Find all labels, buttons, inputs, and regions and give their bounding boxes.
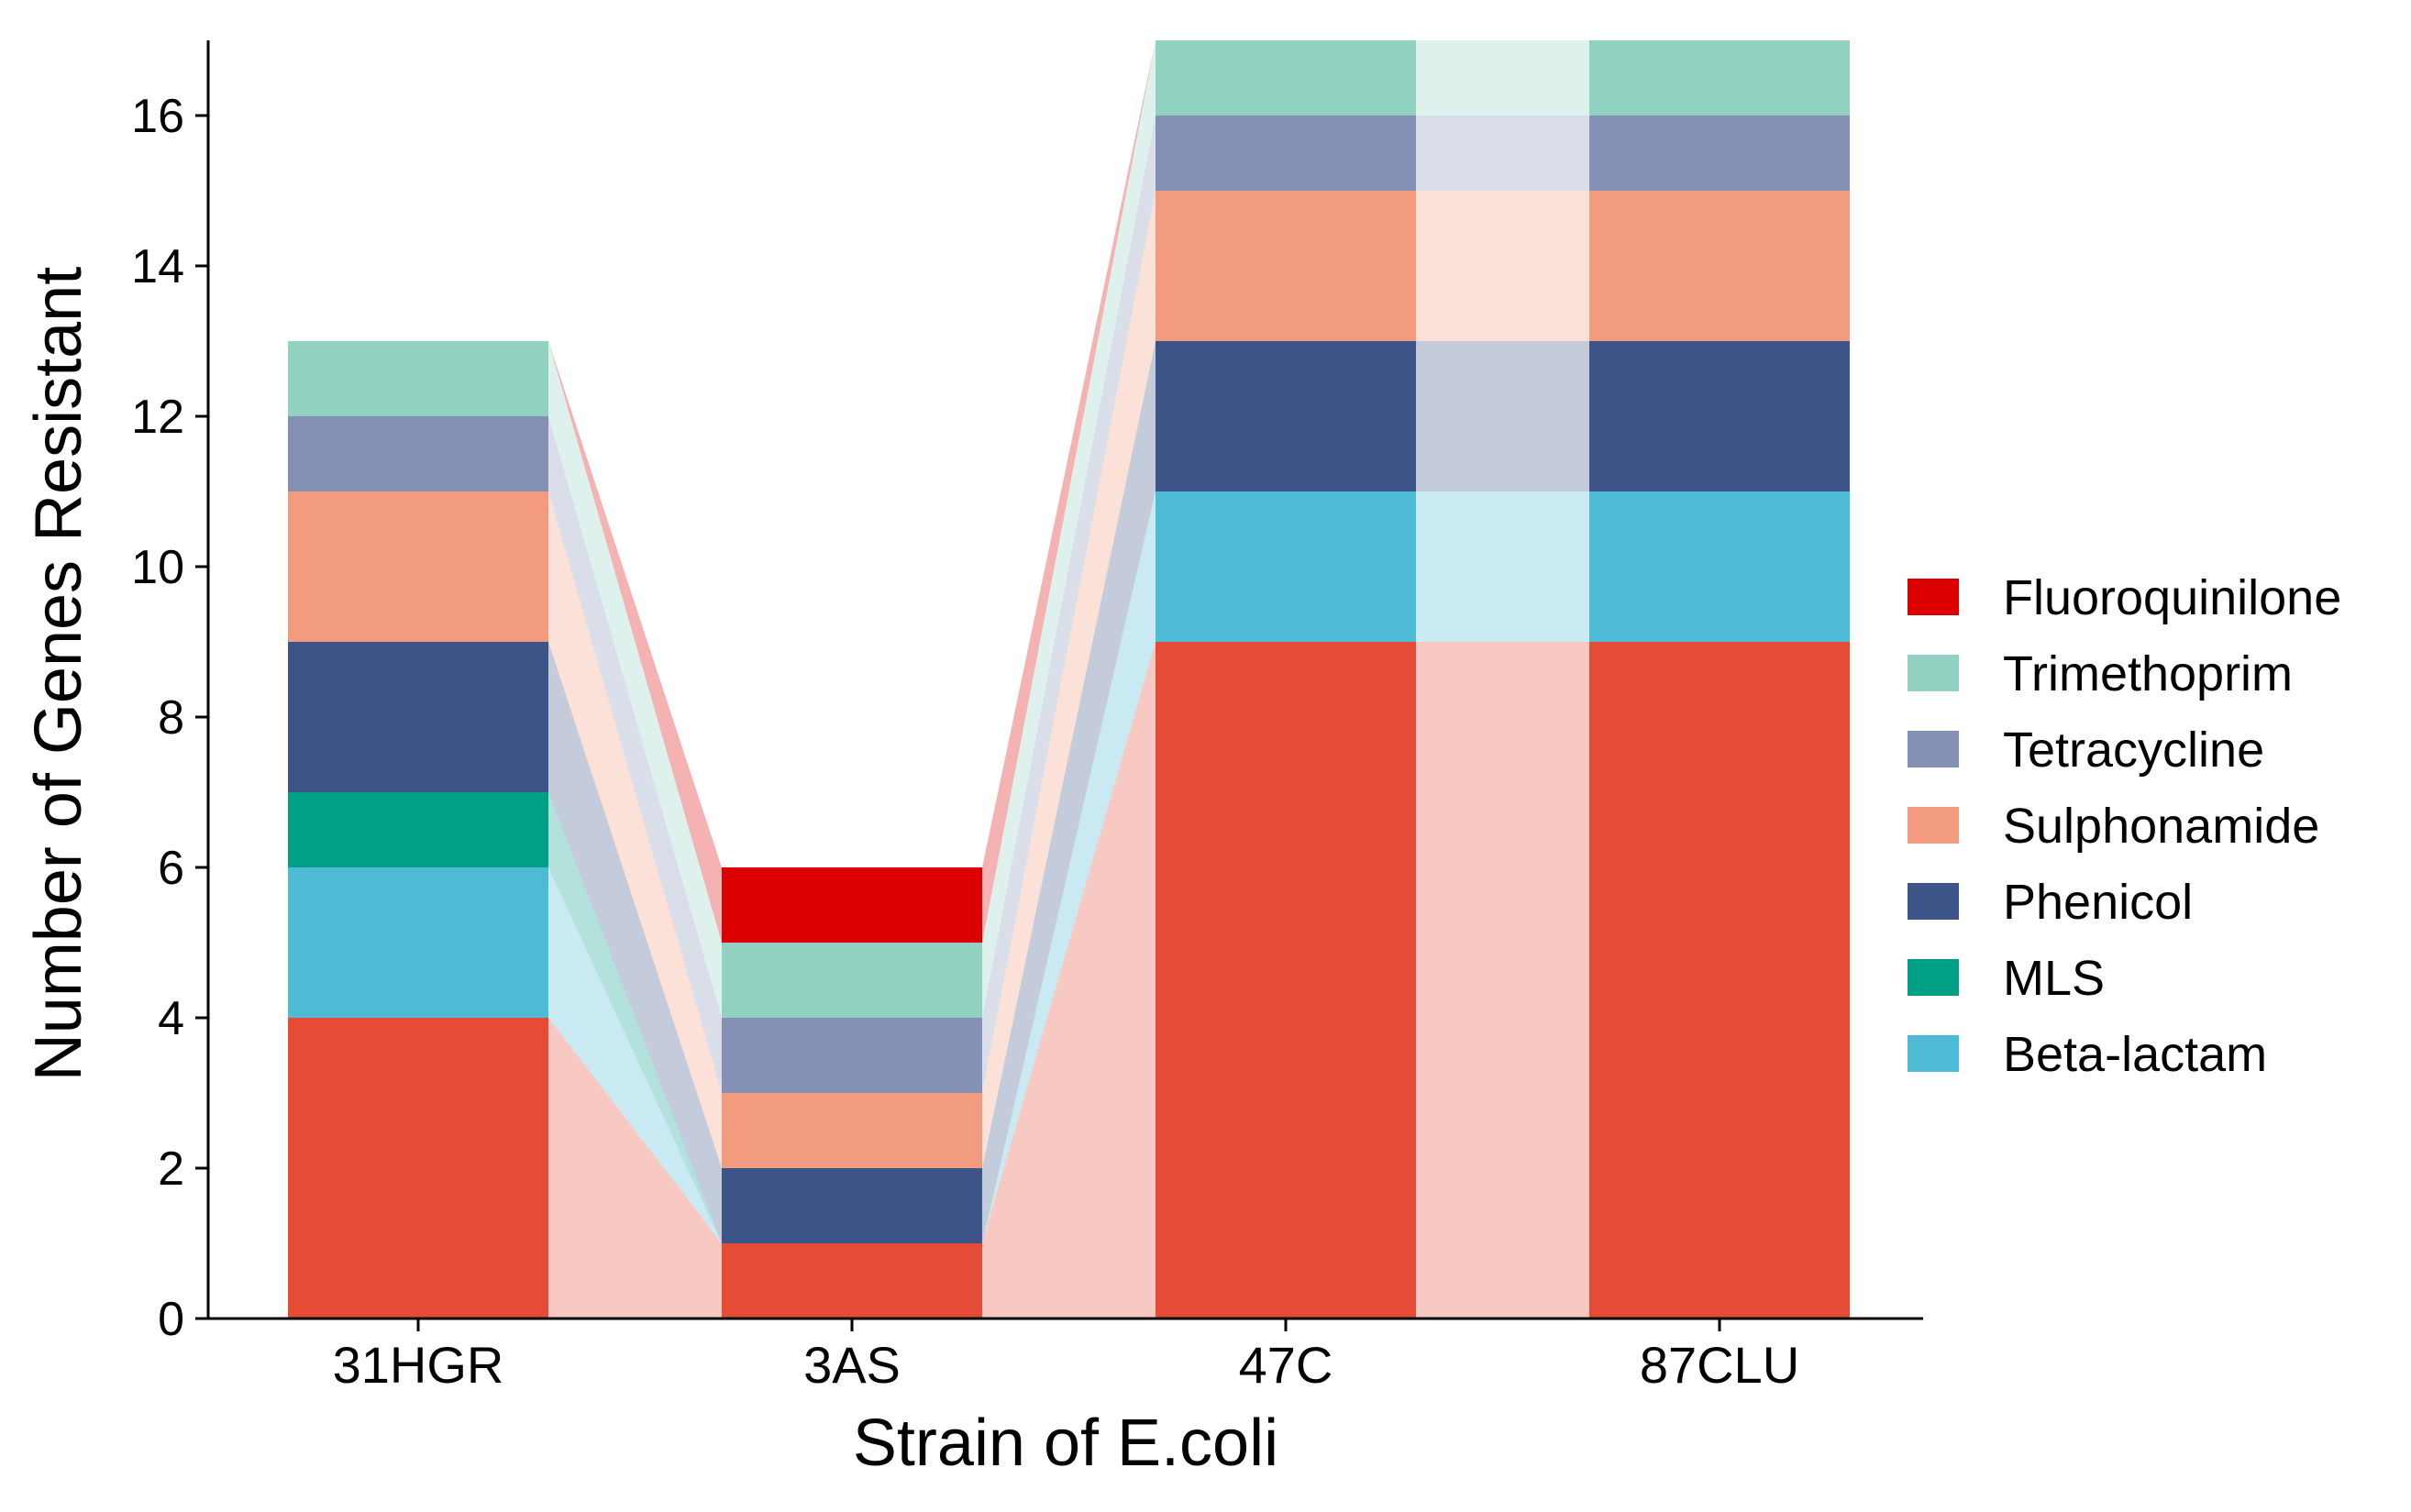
x-ticks: 31HGR 3AS 47C 87CLU [333, 1319, 1799, 1394]
alluvial-connectors [548, 40, 1589, 1319]
legend-swatch [1908, 731, 1959, 767]
connector-phenicol-1 [982, 341, 1156, 1243]
bar-31hgr-sulphonamide [288, 491, 548, 642]
connector-tetracycline-1 [982, 116, 1156, 1093]
bar-31hgr-trimethoprim [288, 341, 548, 416]
connector-sulphonamide-2 [1416, 191, 1589, 341]
connector-trimethoprim-2 [1416, 40, 1589, 116]
connector-aminoglycoside-0 [548, 1018, 722, 1319]
legend-swatch [1908, 579, 1959, 615]
y-tick-label: 6 [158, 842, 184, 895]
connector-trimethoprim-1 [982, 40, 1156, 1018]
x-tick-label: 47C [1239, 1336, 1333, 1394]
y-tick-label: 12 [131, 391, 184, 444]
y-tick-label: 2 [158, 1142, 184, 1196]
connector-sulphonamide-0 [548, 491, 722, 1168]
connector-beta-lactam-1 [982, 491, 1156, 1243]
legend-label: Trimethoprim [2003, 646, 2293, 701]
legend-label: Sulphonamide [2003, 799, 2319, 854]
connector-mls-0 [548, 792, 722, 1243]
bar-47c-phenicol [1156, 341, 1416, 491]
legend: Fluoroquinilone Trimethoprim Tetracycline S… [1908, 570, 2341, 1082]
bar-31hgr-tetracycline [288, 416, 548, 491]
legend-swatch [1908, 655, 1959, 691]
bar-87clu-trimethoprim [1589, 40, 1850, 116]
bar-87clu-beta-lactam [1589, 491, 1850, 642]
bar-31hgr-beta-lactam [288, 867, 548, 1018]
legend-swatch [1908, 807, 1959, 844]
connector-aminoglycoside-1 [982, 642, 1156, 1319]
legend-swatch [1908, 959, 1959, 996]
bar-3as-tetracycline [722, 1018, 982, 1093]
bar-87clu-phenicol [1589, 341, 1850, 491]
bar-87clu-aminoglycoside [1589, 642, 1850, 1319]
bar-87clu-tetracycline [1589, 116, 1850, 191]
bar-31hgr-aminoglycoside [288, 1018, 548, 1319]
legend-label: Phenicol [2003, 875, 2193, 930]
bar-3as-sulphonamide [722, 1093, 982, 1168]
legend-swatch [1908, 883, 1959, 920]
bar-47c-tetracycline [1156, 116, 1416, 191]
bar-47c-beta-lactam [1156, 491, 1416, 642]
x-tick-label: 31HGR [333, 1336, 504, 1394]
connector-aminoglycoside-2 [1416, 642, 1589, 1319]
legend-label: Beta-lactam [2003, 1027, 2267, 1082]
x-axis-title: Strain of E.coli [853, 1407, 1278, 1480]
legend-label: Fluoroquinilone [2003, 570, 2341, 625]
connector-beta-lactam-2 [1416, 491, 1589, 642]
x-tick-label: 3AS [803, 1336, 901, 1394]
bar-31hgr-mls [288, 792, 548, 867]
connector-trimethoprim-0 [548, 341, 722, 1018]
bar-87clu-sulphonamide [1589, 191, 1850, 341]
bar-3as-aminoglycoside [722, 1243, 982, 1319]
bar-31hgr-phenicol [288, 642, 548, 792]
y-axis-title: Number of Genes Resistant [22, 267, 95, 1081]
connector-fluoroquinilone-1 [982, 40, 1156, 943]
y-tick-label: 16 [131, 90, 184, 143]
connector-tetracycline-2 [1416, 116, 1589, 191]
bar-3as-phenicol [722, 1168, 982, 1243]
y-tick-label: 10 [131, 541, 184, 594]
y-tick-label: 0 [158, 1293, 184, 1346]
y-tick-label: 14 [131, 240, 184, 293]
bar-3as-trimethoprim [722, 943, 982, 1018]
bar-47c-trimethoprim [1156, 40, 1416, 116]
y-tick-label: 4 [158, 992, 184, 1045]
y-tick-label: 8 [158, 691, 184, 745]
connector-sulphonamide-1 [982, 191, 1156, 1168]
legend-label: Tetracycline [2003, 723, 2264, 778]
bar-3as-fluoroquinilone [722, 867, 982, 943]
connector-fluoroquinilone-0 [548, 341, 722, 943]
connector-tetracycline-0 [548, 416, 722, 1093]
connector-phenicol-2 [1416, 341, 1589, 491]
bar-47c-sulphonamide [1156, 191, 1416, 341]
x-tick-label: 87CLU [1640, 1336, 1799, 1394]
connector-beta-lactam-0 [548, 867, 722, 1243]
bar-segments [288, 40, 1850, 1319]
y-ticks: 0 2 4 6 8 10 12 14 16 [131, 90, 208, 1346]
bar-47c-aminoglycoside [1156, 642, 1416, 1319]
connector-phenicol-0 [548, 642, 722, 1243]
legend-swatch [1908, 1035, 1959, 1072]
axes [206, 40, 1923, 1320]
legend-label: MLS [2003, 951, 2105, 1006]
